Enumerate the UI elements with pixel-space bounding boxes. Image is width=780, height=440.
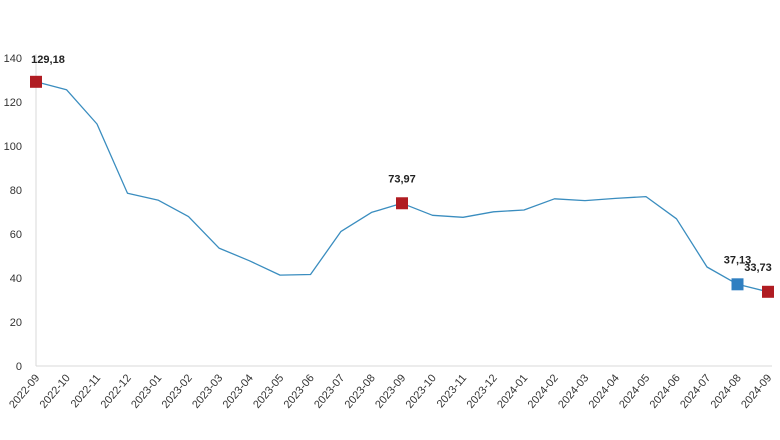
highlight-marker bbox=[396, 197, 408, 210]
x-tick-label: 2024-04 bbox=[587, 372, 622, 411]
highlight-marker bbox=[762, 285, 774, 298]
x-tick-label: 2024-06 bbox=[648, 372, 683, 411]
series-layer bbox=[35, 81, 769, 293]
data-label: 33,73 bbox=[744, 262, 772, 274]
x-tick-label: 2024-05 bbox=[617, 372, 652, 411]
x-tick-label: 2023-07 bbox=[312, 372, 347, 411]
x-tick-label: 2024-03 bbox=[556, 372, 591, 411]
x-tick-label: 2022-10 bbox=[38, 372, 73, 411]
x-tick-label: 2024-09 bbox=[739, 372, 774, 411]
y-tick-label: 100 bbox=[4, 141, 22, 153]
x-tick-label: 2022-12 bbox=[99, 372, 134, 411]
x-tick-label: 2023-06 bbox=[282, 372, 317, 411]
x-tick-label: 2023-09 bbox=[373, 372, 408, 411]
x-tick-label: 2024-02 bbox=[526, 372, 561, 411]
data-label: 37,13 bbox=[724, 254, 752, 266]
data-label: 129,18 bbox=[31, 54, 65, 66]
x-tick-label: 2023-04 bbox=[221, 372, 256, 411]
y-tick-label: 0 bbox=[16, 361, 22, 373]
x-tick-label: 2023-08 bbox=[343, 372, 378, 411]
x-tick-label: 2022-09 bbox=[7, 372, 42, 411]
x-tick-label: 2023-05 bbox=[251, 372, 286, 411]
highlight-marker bbox=[731, 278, 744, 291]
y-tick-label: 60 bbox=[10, 229, 22, 241]
y-tick-label: 120 bbox=[4, 97, 22, 109]
x-tick-label: 2022-11 bbox=[69, 372, 104, 410]
x-tick-label: 2024-08 bbox=[709, 372, 744, 411]
x-tick-label: 2023-03 bbox=[190, 372, 225, 411]
x-tick-label: 2023-01 bbox=[129, 372, 164, 411]
series-line bbox=[35, 81, 769, 293]
data-label: 73,97 bbox=[388, 173, 416, 185]
x-tick-label: 2023-02 bbox=[160, 372, 195, 411]
x-tick-label: 2024-07 bbox=[678, 372, 713, 411]
y-tick-label: 80 bbox=[10, 185, 22, 197]
y-tick-label: 40 bbox=[10, 273, 22, 285]
x-tick-label: 2023-10 bbox=[404, 372, 439, 411]
y-tick-label: 140 bbox=[4, 53, 22, 65]
marker-layer bbox=[30, 75, 774, 298]
x-tick-label: 2023-12 bbox=[465, 372, 500, 411]
y-tick-label: 20 bbox=[10, 317, 22, 329]
x-tick-label: 2024-01 bbox=[495, 372, 530, 411]
x-axis: 2022-092022-102022-112022-122023-012023-… bbox=[7, 365, 774, 411]
x-tick-label: 2023-11 bbox=[435, 372, 470, 410]
y-axis: 0 20 40 60 80 100 120 140 bbox=[4, 53, 37, 373]
highlight-marker bbox=[30, 75, 42, 88]
